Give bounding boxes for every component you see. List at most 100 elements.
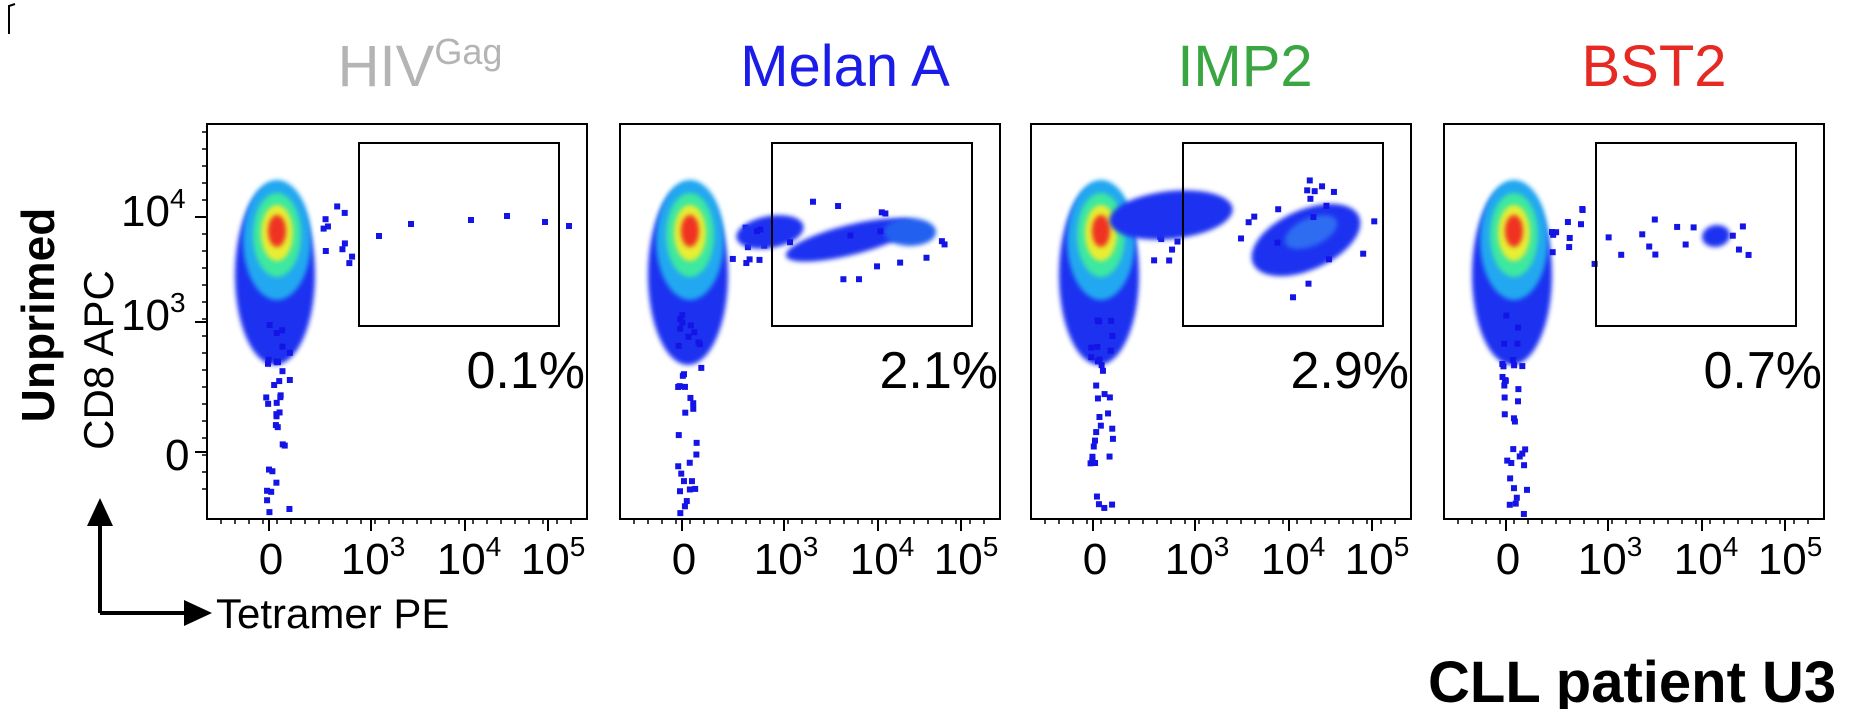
event-dot xyxy=(349,253,356,260)
event-dot xyxy=(1514,340,1521,347)
event-dot xyxy=(269,468,276,475)
event-dot xyxy=(1646,243,1653,250)
event-dot xyxy=(681,503,688,510)
event-dot xyxy=(279,327,286,334)
panel-1: HIVGag 0.1% 0 103 104 105 xyxy=(195,31,588,584)
event-dot xyxy=(1101,504,1108,511)
event-dot xyxy=(1521,462,1528,469)
event-dot xyxy=(276,378,283,385)
event-dot xyxy=(698,364,705,371)
event-dot xyxy=(1550,231,1557,238)
event-dot xyxy=(1511,362,1518,369)
event-dot xyxy=(320,225,327,232)
event-dot xyxy=(324,223,331,230)
positive-population-core xyxy=(884,218,936,246)
row-label: Unprimed xyxy=(12,208,64,423)
event-dot xyxy=(1510,485,1517,492)
event-dot xyxy=(1151,257,1158,264)
event-dot xyxy=(1094,343,1101,350)
event-dot xyxy=(276,409,283,416)
event-dot xyxy=(1506,501,1513,508)
event-dot xyxy=(677,510,684,517)
event-dot xyxy=(1507,475,1514,482)
event-dot xyxy=(675,342,682,349)
event-dot xyxy=(468,217,474,223)
event-dot xyxy=(1520,510,1527,517)
plot-frame xyxy=(619,123,1001,520)
event-dot xyxy=(1549,249,1556,256)
event-dot xyxy=(265,466,272,473)
x-tick-label: 105 xyxy=(1345,531,1410,584)
x-tick-label: 105 xyxy=(1758,531,1823,584)
event-dot xyxy=(1251,213,1258,220)
event-dot xyxy=(686,459,693,466)
event-dot xyxy=(1094,395,1101,402)
event-dot xyxy=(1307,195,1314,202)
plot-frame xyxy=(1030,123,1412,520)
event-dot xyxy=(1306,177,1313,184)
event-dot xyxy=(1501,377,1508,384)
event-dot xyxy=(346,260,353,267)
tetramer-gate xyxy=(358,142,560,327)
event-dot xyxy=(1514,398,1521,405)
panel-3: IMP2 2.9% 0 103 104 105 xyxy=(1030,34,1412,584)
panel-title: IMP2 xyxy=(1177,34,1312,99)
event-dot xyxy=(685,333,692,340)
panel-title: HIVGag xyxy=(338,31,503,99)
event-dot xyxy=(1499,373,1506,380)
event-dot xyxy=(1605,234,1612,241)
event-dot xyxy=(1098,362,1105,369)
event-dot xyxy=(1109,501,1116,508)
event-dot xyxy=(729,255,736,262)
event-dot xyxy=(264,497,271,504)
event-dot xyxy=(677,325,684,332)
event-dot xyxy=(1330,188,1337,195)
event-dot xyxy=(693,451,700,458)
x-axis-label: Tetramer PE xyxy=(216,590,449,637)
event-dot xyxy=(341,209,348,216)
event-dot xyxy=(271,382,278,389)
event-dot xyxy=(1101,391,1108,398)
population-peak xyxy=(1092,215,1110,247)
event-dot xyxy=(1304,187,1311,194)
event-dot xyxy=(1095,501,1102,508)
event-dot xyxy=(1323,202,1330,209)
event-dot xyxy=(690,400,697,407)
event-dot xyxy=(683,498,690,505)
event-dot xyxy=(1109,435,1116,442)
event-dot xyxy=(1096,318,1103,325)
event-dot xyxy=(1107,347,1114,354)
event-dot xyxy=(376,233,382,239)
event-dot xyxy=(1305,280,1312,287)
event-dot xyxy=(1729,232,1736,239)
event-dot xyxy=(1522,446,1529,453)
y-tick-labels: 104 103 0 xyxy=(121,183,189,480)
event-dot xyxy=(1579,207,1586,214)
event-dot xyxy=(1096,413,1103,420)
event-dot xyxy=(1106,394,1113,401)
x-tick-label: 105 xyxy=(521,531,586,584)
event-dot xyxy=(277,392,284,399)
event-dot xyxy=(273,411,280,418)
event-dot xyxy=(1238,235,1245,242)
event-dot xyxy=(542,219,548,225)
event-dot xyxy=(688,478,695,485)
event-dot xyxy=(1739,223,1746,230)
event-dot xyxy=(743,260,750,267)
event-dot xyxy=(1515,386,1522,393)
event-dot xyxy=(692,485,699,492)
event-dot xyxy=(679,372,686,379)
event-dot xyxy=(1515,324,1522,331)
event-dot xyxy=(1501,382,1508,389)
event-dot xyxy=(1091,437,1098,444)
event-dot xyxy=(1093,382,1100,389)
footer-caption: CLL patient U3 xyxy=(1428,650,1836,709)
event-dot xyxy=(840,276,847,283)
event-dot xyxy=(1088,344,1095,351)
x-tick-label: 104 xyxy=(1674,531,1739,584)
event-dot xyxy=(1094,358,1101,365)
event-dot xyxy=(1513,494,1520,501)
event-dot xyxy=(1109,332,1116,339)
event-dot xyxy=(1511,418,1518,425)
x-tick-label: 104 xyxy=(1261,531,1326,584)
